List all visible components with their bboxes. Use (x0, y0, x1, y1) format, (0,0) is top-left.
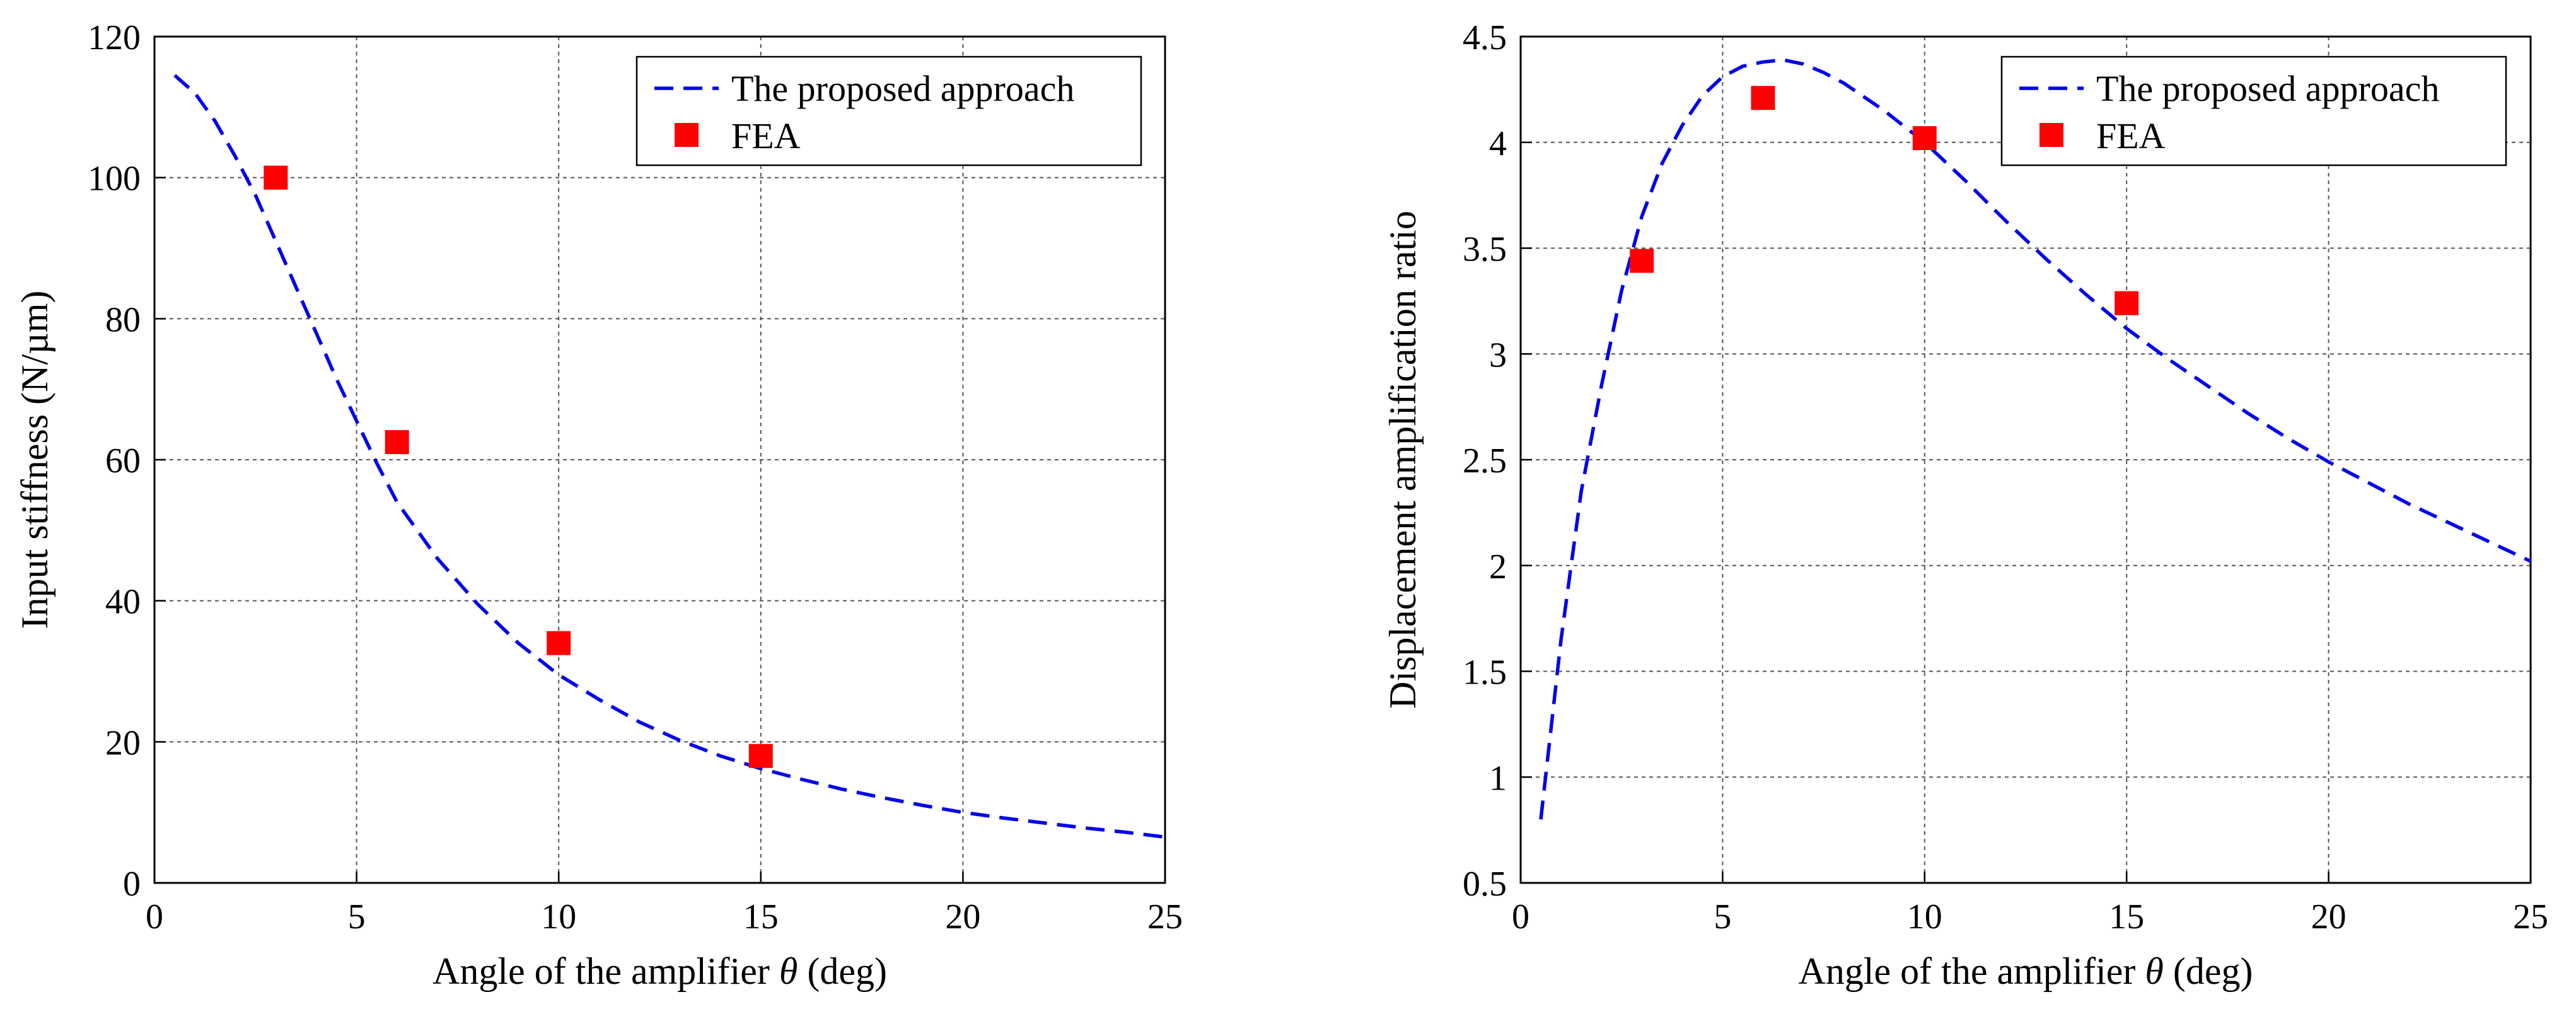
fea-marker (385, 430, 409, 455)
y-tick-label: 20 (105, 723, 141, 762)
x-axis-label-symbol: θ (779, 950, 798, 992)
legend-box (635, 55, 1142, 166)
x-tick-label: 10 (1907, 897, 1942, 936)
legend-box (2000, 55, 2507, 166)
y-axis-label: Input stiffness (N/µm) (14, 291, 55, 629)
y-tick-label: 60 (105, 441, 141, 481)
y-tick-label: 0.5 (1463, 865, 1507, 904)
y-tick-label: 120 (88, 18, 141, 57)
x-axis-label: Angle of the amplifier θ (deg) (432, 950, 887, 992)
legend: The proposed approach FEA (2000, 55, 2507, 166)
x-axis-label-suffix: (deg) (798, 950, 887, 992)
x-tick-label: 0 (146, 897, 163, 936)
fea-marker (1912, 126, 1937, 151)
fea-marker (2115, 291, 2139, 315)
plot-frame (153, 35, 1166, 884)
legend-label-proposed-approach: The proposed approach (2096, 68, 2439, 109)
plot-frame (1519, 35, 2532, 884)
fea-marker (748, 744, 773, 768)
y-tick-label: 0 (123, 865, 141, 904)
legend-label-proposed-approach: The proposed approach (731, 68, 1074, 109)
y-tick-label: 3.5 (1463, 230, 1507, 269)
x-tick-label: 20 (2311, 897, 2347, 936)
y-tick-label: 80 (105, 300, 141, 339)
legend-label-fea: FEA (2096, 115, 2166, 156)
x-tick-label: 25 (1147, 897, 1183, 936)
y-tick-label: 3 (1489, 335, 1507, 375)
x-tick-label: 0 (1512, 897, 1529, 936)
x-tick-label: 5 (1714, 897, 1731, 936)
y-tick-label: 2 (1489, 547, 1507, 586)
y-tick-label: 2.5 (1463, 441, 1507, 481)
x-axis-label: Angle of the amplifier θ (deg) (1799, 950, 2253, 992)
y-tick-label: 4.5 (1463, 18, 1507, 57)
x-tick-label: 15 (2109, 897, 2144, 936)
fea-marker (264, 165, 288, 190)
x-axis-label-suffix: (deg) (2164, 950, 2253, 992)
fea-marker (1630, 248, 1654, 273)
x-tick-label: 25 (2513, 897, 2548, 936)
y-tick-label: 1.5 (1463, 653, 1507, 692)
x-tick-label: 5 (348, 897, 366, 936)
fea-marker (547, 631, 571, 655)
legend-label-fea: FEA (731, 115, 801, 156)
x-tick-label: 20 (945, 897, 980, 936)
x-axis-label-symbol: θ (2145, 950, 2163, 992)
y-axis-label: Displacement amplification ratio (1382, 211, 1424, 709)
y-tick-label: 4 (1489, 124, 1507, 163)
legend-swatch-marker (675, 123, 699, 147)
y-tick-label: 1 (1489, 759, 1507, 798)
x-tick-label: 15 (743, 897, 779, 936)
x-axis-label-prefix: Angle of the amplifier (1799, 950, 2145, 992)
y-tick-label: 100 (88, 160, 141, 199)
series-line-proposed-approach (173, 74, 1166, 839)
series-line-proposed-approach (1539, 58, 2532, 820)
x-axis-label-prefix: Angle of the amplifier (432, 950, 779, 992)
chart-2: 0 5 10 15 20 25 0.5 1 1.5 2 2.5 3 3.5 4 4.5 Angle of th… (1382, 18, 2548, 992)
chart-1: 0 5 10 15 20 25 0 20 40 60 80 100 120 Angle of the am… (14, 18, 1183, 992)
legend-swatch-marker (2039, 123, 2063, 147)
legend: The proposed approach FEA (635, 55, 1142, 166)
x-tick-label: 10 (541, 897, 576, 936)
y-tick-label: 40 (105, 583, 141, 622)
fea-marker (1751, 86, 1775, 110)
